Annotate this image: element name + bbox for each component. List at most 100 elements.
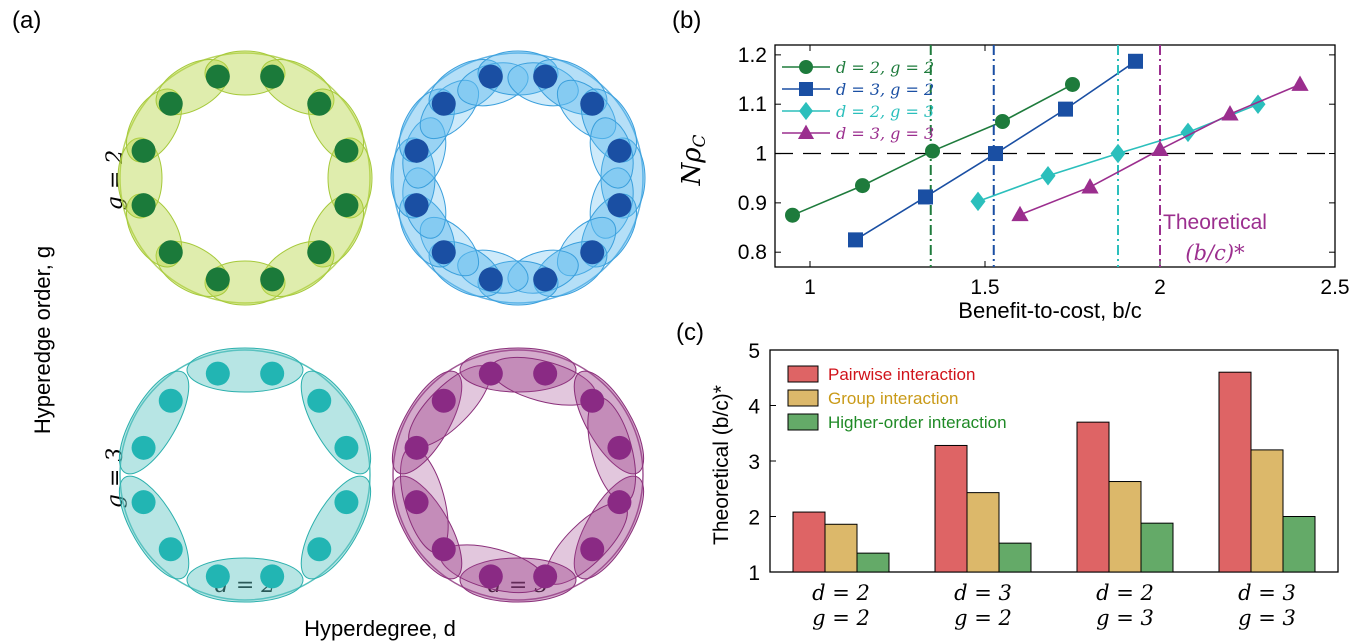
node — [580, 537, 605, 562]
series-2 — [848, 45, 1143, 267]
data-point — [799, 60, 813, 74]
data-point — [995, 113, 1010, 129]
y-tick-label: 1.2 — [738, 44, 767, 67]
node — [131, 435, 156, 460]
node — [580, 388, 605, 413]
node — [307, 240, 332, 265]
node — [478, 361, 503, 386]
x-tick-label: 1 — [804, 276, 816, 299]
panel-a-x-axis-label: Hyperdegree, d — [304, 616, 456, 641]
line-chart: 1 1.5 2 2.5 0.8 0.9 1 1.1 1.2 d = 2, g = 2 d = 3, … — [738, 44, 1350, 299]
panel-b: (b) 1 1.5 2 2.50.80.911.11.2d = 2, g = 2d =… — [672, 7, 1350, 323]
node — [158, 537, 183, 562]
legend-swatch — [787, 389, 819, 407]
panel-c-y-axis-label: Theoretical (b/c)* — [710, 385, 733, 545]
data-point — [988, 146, 1003, 162]
x-tick-label: d = 2 — [1096, 581, 1154, 605]
hyperedge — [186, 557, 304, 603]
y-tick-label: 1 — [748, 562, 760, 585]
legend: d = 2, g = 2 d = 3, g = 2 d = 2, g = 3 d = … — [782, 58, 934, 143]
ring-d3-g2 — [390, 50, 646, 306]
panel-a-y-axis-label: Hyperedge order, g — [30, 246, 55, 434]
hypergraph-rings — [117, 50, 646, 603]
x-tick-label: d = 3 — [954, 581, 1012, 605]
x-tick-label: 1.5 — [970, 276, 999, 299]
legend: Pairwise interaction Group interaction Hig… — [787, 365, 1007, 432]
data-point — [1221, 105, 1239, 121]
node — [334, 138, 359, 163]
legend-label: d = 3, g = 3 — [836, 124, 934, 143]
ring-d2-g2 — [117, 50, 373, 306]
panel-b-label: (b) — [672, 7, 701, 34]
bar-higher-order — [998, 542, 1032, 573]
node — [334, 490, 359, 515]
node — [205, 361, 230, 386]
ring-outer-edge — [392, 349, 644, 601]
node — [158, 240, 183, 265]
node — [580, 91, 605, 116]
data-point — [925, 143, 940, 159]
hyperedge — [118, 370, 190, 475]
series-4 — [1011, 45, 1309, 267]
data-point — [1110, 143, 1126, 164]
bar-pairwise — [1218, 371, 1252, 573]
bar-group — [966, 492, 1000, 573]
data-point — [848, 232, 863, 248]
data-point — [1291, 75, 1309, 91]
legend-label: Group interaction — [828, 389, 958, 408]
node — [404, 435, 429, 460]
node — [205, 64, 230, 89]
data-point — [1058, 101, 1073, 117]
ring-outer-edge — [392, 52, 644, 304]
node — [533, 361, 558, 386]
panel-b-x-axis-label: Benefit-to-cost, b/c — [958, 298, 1141, 323]
bar-group — [1108, 481, 1142, 573]
legend-label: Pairwise interaction — [828, 365, 975, 384]
panel-a: (a) Hyperedge order, g g = 2 g = 3 d = 2… — [12, 7, 646, 641]
data-point — [1128, 53, 1143, 69]
plot-frame — [774, 44, 1336, 268]
panel-b-y-axis-label: NρC — [677, 134, 710, 186]
node — [533, 267, 558, 292]
bar-pairwise — [792, 511, 826, 573]
hyperedge — [186, 347, 304, 393]
ring-outer-edge — [119, 349, 371, 601]
hyperedge — [300, 475, 372, 580]
y-tick-label: 0.9 — [738, 192, 767, 215]
data-point — [855, 178, 870, 194]
data-point — [1065, 76, 1080, 92]
node — [431, 240, 456, 265]
bar-pairwise — [1076, 421, 1110, 573]
x-tick-label: 2.5 — [1320, 276, 1349, 299]
y-tick-label: 0.8 — [738, 241, 767, 264]
node — [404, 193, 429, 218]
node — [533, 564, 558, 589]
y-tick-label: 5 — [748, 340, 760, 363]
data-point — [797, 124, 815, 139]
node — [478, 267, 503, 292]
legend-swatch — [787, 365, 819, 383]
node — [260, 64, 285, 89]
data-point — [1081, 178, 1099, 194]
node — [131, 490, 156, 515]
y-tick-label: 1.1 — [738, 93, 767, 116]
node — [607, 138, 632, 163]
y-tick-label: 1 — [755, 143, 767, 166]
ring-d3-g3 — [391, 347, 645, 603]
panel-c-label: (c) — [676, 319, 704, 346]
y-tick-label: 2 — [748, 507, 760, 530]
node — [580, 240, 605, 265]
bar-higher-order — [1282, 516, 1316, 573]
node — [607, 193, 632, 218]
node — [131, 138, 156, 163]
bar-higher-order — [1140, 522, 1174, 573]
node — [260, 267, 285, 292]
annotation-theoretical: Theoretical — [1163, 211, 1267, 234]
data-point — [970, 191, 986, 212]
node — [404, 138, 429, 163]
x-tick-label: g = 2 — [954, 606, 1012, 630]
x-tick-label: g = 3 — [1096, 606, 1154, 630]
data-point — [799, 82, 813, 96]
